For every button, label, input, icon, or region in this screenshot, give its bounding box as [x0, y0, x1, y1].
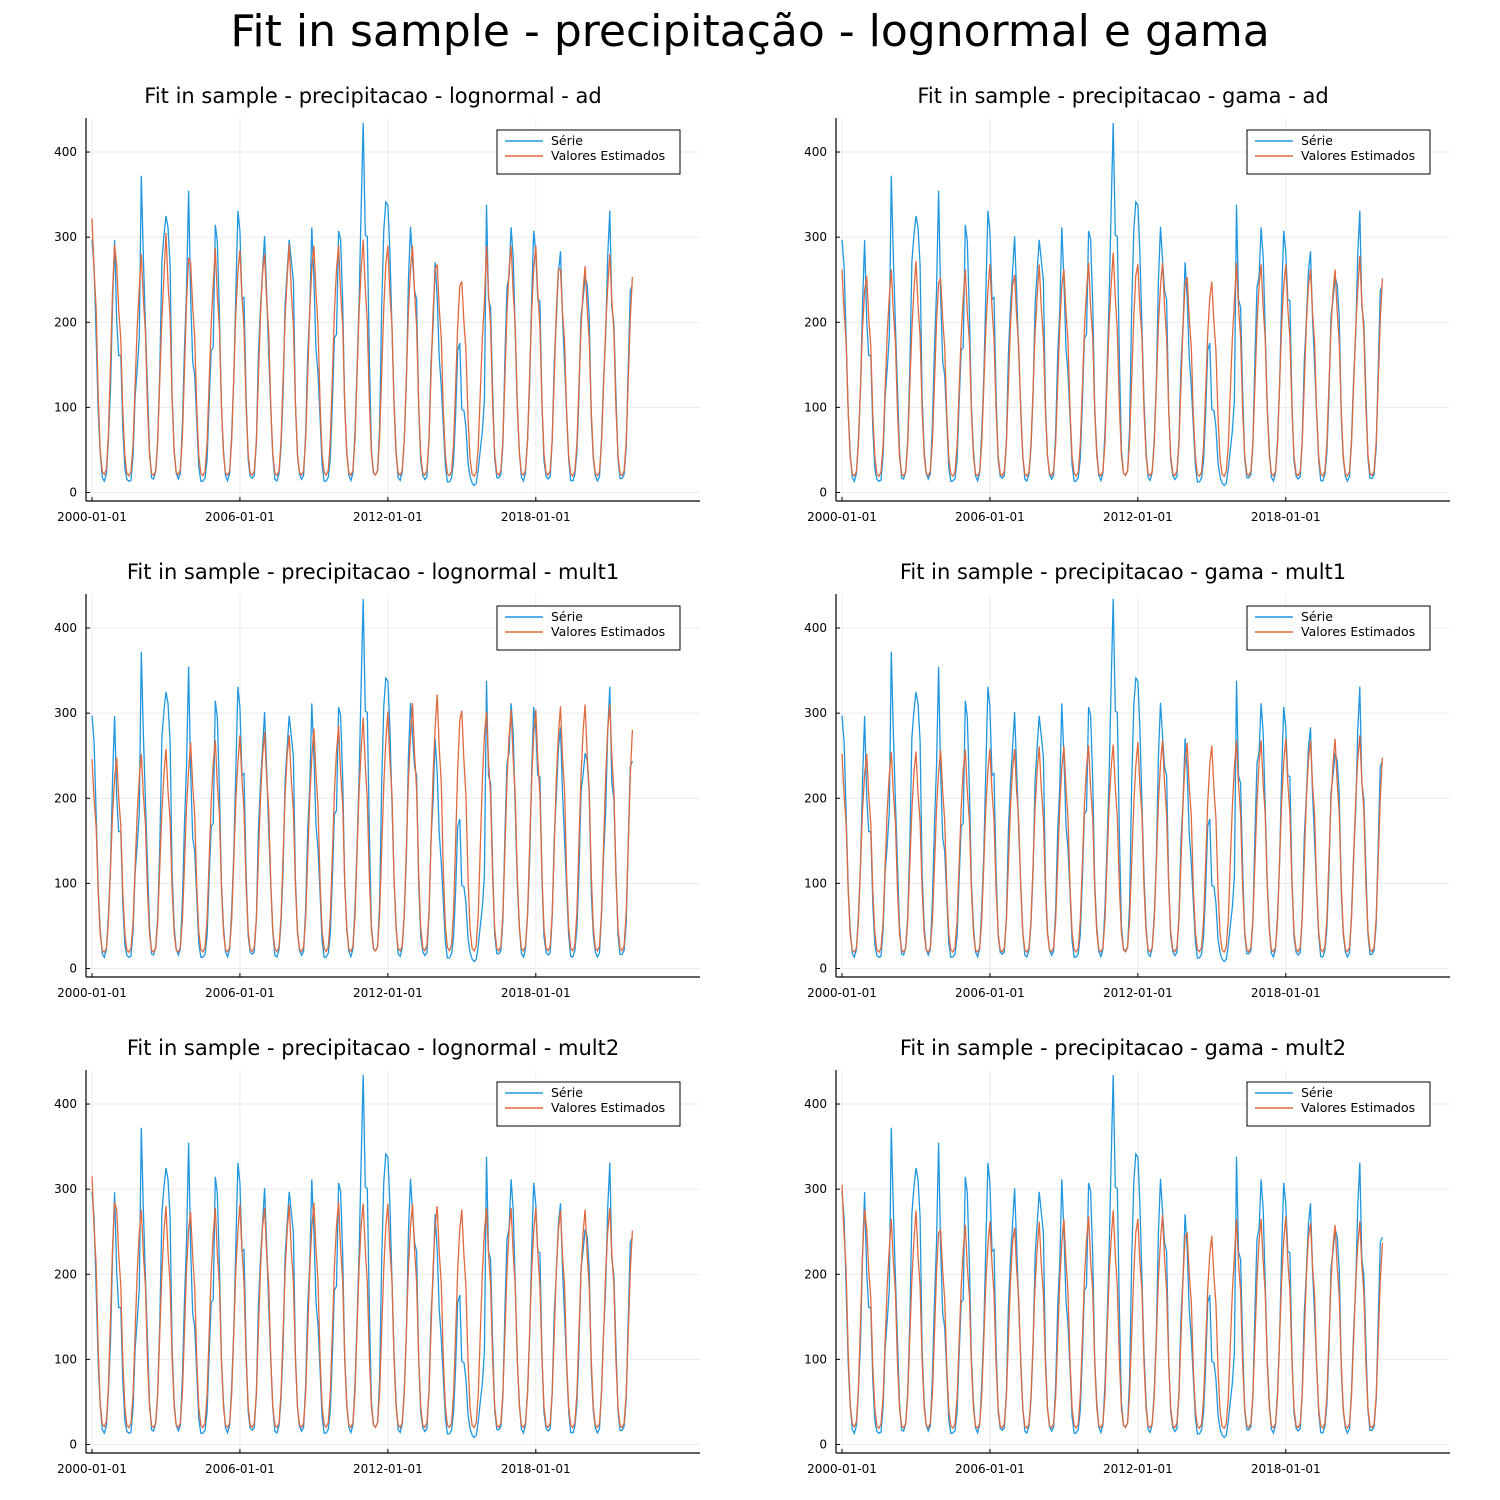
x-tick-label: 2012-01-01 [353, 510, 423, 524]
y-tick-label: 400 [804, 1097, 827, 1111]
legend-box [1246, 129, 1431, 175]
y-tick-label: 100 [804, 1352, 827, 1366]
series-line-valores-estimados [91, 218, 634, 478]
y-tick-label: 0 [69, 1437, 77, 1451]
legend-label: Série [1301, 1085, 1333, 1100]
legend-label: Valores Estimados [1301, 624, 1415, 639]
legend-box [1246, 1081, 1431, 1127]
legend-box [496, 1081, 681, 1127]
main-title: Fit in sample - precipitação - lognormal… [230, 6, 1270, 57]
x-tick-label: 2018-01-01 [1251, 1462, 1321, 1476]
x-tick-label: 2018-01-01 [1251, 510, 1321, 524]
subplot-title: Fit in sample - precipitacao - lognormal… [127, 1036, 619, 1060]
x-tick-label: 2018-01-01 [501, 510, 571, 524]
y-tick-label: 0 [819, 1437, 827, 1451]
y-tick-label: 200 [54, 791, 77, 805]
x-tick-label: 2012-01-01 [1103, 510, 1173, 524]
subplot-1: Fit in sample - precipitacao - lognormal… [54, 84, 700, 524]
series-line-valores-estimados [841, 1184, 1384, 1430]
series-line-valores-estimados [91, 1176, 634, 1429]
x-tick-label: 2012-01-01 [1103, 986, 1173, 1000]
y-tick-label: 300 [804, 706, 827, 720]
y-tick-label: 0 [69, 961, 77, 975]
legend-label: Série [551, 133, 583, 148]
x-tick-label: 2006-01-01 [205, 986, 275, 1000]
y-tick-label: 100 [54, 1352, 77, 1366]
x-tick-label: 2000-01-01 [807, 986, 877, 1000]
y-tick-label: 400 [804, 145, 827, 159]
x-tick-label: 2006-01-01 [955, 1462, 1025, 1476]
x-tick-label: 2006-01-01 [955, 986, 1025, 1000]
x-tick-label: 2006-01-01 [205, 510, 275, 524]
legend-label: Série [1301, 133, 1333, 148]
y-tick-label: 300 [54, 1182, 77, 1196]
legend-label: Série [551, 1085, 583, 1100]
series-line-valores-estimados [841, 252, 1384, 478]
y-tick-label: 200 [804, 791, 827, 805]
y-tick-label: 100 [54, 876, 77, 890]
y-tick-label: 200 [804, 1267, 827, 1281]
legend-box [496, 605, 681, 651]
x-tick-label: 2006-01-01 [955, 510, 1025, 524]
y-tick-label: 300 [54, 230, 77, 244]
y-tick-label: 400 [54, 1097, 77, 1111]
legend-box [496, 129, 681, 175]
subplot-2: Fit in sample - precipitacao - gama - ad… [804, 84, 1450, 524]
y-tick-label: 0 [819, 485, 827, 499]
legend-box [1246, 605, 1431, 651]
subplot-4: Fit in sample - precipitacao - gama - mu… [804, 560, 1450, 1000]
x-tick-label: 2000-01-01 [807, 510, 877, 524]
x-tick-label: 2018-01-01 [501, 1462, 571, 1476]
x-tick-label: 2012-01-01 [1103, 1462, 1173, 1476]
y-tick-label: 300 [54, 706, 77, 720]
x-tick-label: 2000-01-01 [57, 1462, 127, 1476]
x-tick-label: 2018-01-01 [1251, 986, 1321, 1000]
y-tick-label: 100 [804, 400, 827, 414]
subplot-title: Fit in sample - precipitacao - lognormal… [127, 560, 619, 584]
y-tick-label: 100 [54, 400, 77, 414]
y-tick-label: 400 [804, 621, 827, 635]
subplot-title: Fit in sample - precipitacao - gama - mu… [900, 1036, 1346, 1060]
y-tick-label: 200 [54, 315, 77, 329]
x-tick-label: 2018-01-01 [501, 986, 571, 1000]
legend-label: Valores Estimados [551, 624, 665, 639]
subplot-3: Fit in sample - precipitacao - lognormal… [54, 560, 700, 1000]
subplot-title: Fit in sample - precipitacao - lognormal… [144, 84, 601, 108]
subplot-title: Fit in sample - precipitacao - gama - mu… [900, 560, 1346, 584]
y-tick-label: 200 [54, 1267, 77, 1281]
y-tick-label: 0 [819, 961, 827, 975]
x-tick-label: 2012-01-01 [353, 986, 423, 1000]
series-line-valores-estimados [91, 694, 634, 954]
legend-label: Valores Estimados [551, 148, 665, 163]
x-tick-label: 2000-01-01 [57, 510, 127, 524]
x-tick-label: 2000-01-01 [807, 1462, 877, 1476]
y-tick-label: 300 [804, 230, 827, 244]
legend-label: Valores Estimados [1301, 1100, 1415, 1115]
y-tick-label: 0 [69, 485, 77, 499]
x-tick-label: 2012-01-01 [353, 1462, 423, 1476]
legend-label: Série [551, 609, 583, 624]
subplot-5: Fit in sample - precipitacao - lognormal… [54, 1036, 700, 1476]
legend-label: Valores Estimados [551, 1100, 665, 1115]
x-tick-label: 2006-01-01 [205, 1462, 275, 1476]
series-line-valores-estimados [841, 735, 1384, 954]
y-tick-label: 300 [804, 1182, 827, 1196]
subplot-title: Fit in sample - precipitacao - gama - ad [917, 84, 1328, 108]
y-tick-label: 400 [54, 621, 77, 635]
x-tick-label: 2000-01-01 [57, 986, 127, 1000]
legend-label: Série [1301, 609, 1333, 624]
legend-label: Valores Estimados [1301, 148, 1415, 163]
subplot-6: Fit in sample - precipitacao - gama - mu… [804, 1036, 1450, 1476]
y-tick-label: 400 [54, 145, 77, 159]
y-tick-label: 100 [804, 876, 827, 890]
y-tick-label: 200 [804, 315, 827, 329]
